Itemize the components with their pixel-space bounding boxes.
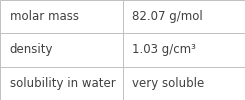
Text: very soluble: very soluble [132,77,205,90]
Text: density: density [10,44,53,56]
Text: 82.07 g/mol: 82.07 g/mol [132,10,203,23]
Text: 1.03 g/cm³: 1.03 g/cm³ [132,44,196,56]
Text: molar mass: molar mass [10,10,79,23]
Text: solubility in water: solubility in water [10,77,116,90]
